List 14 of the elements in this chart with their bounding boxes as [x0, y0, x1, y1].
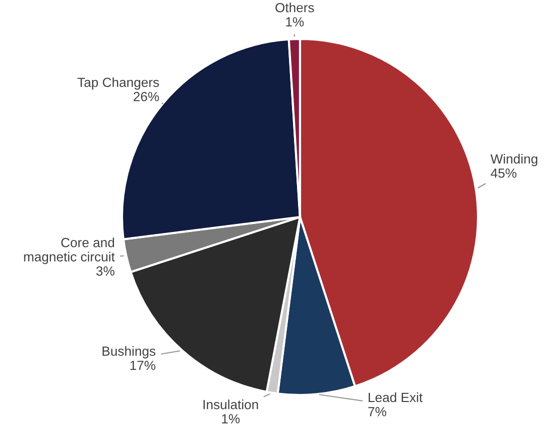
data-label: 1% [286, 17, 304, 26]
data-label: 1% [222, 414, 240, 424]
slice-label: Lead Exit [368, 392, 423, 402]
slice-label: Insulation [204, 400, 258, 410]
data-label: 3% [96, 266, 114, 276]
data-label: 7% [368, 407, 386, 416]
data-label: 17% [130, 360, 156, 370]
data-label: 26% [134, 92, 159, 102]
slice-label: Winding [490, 154, 538, 166]
slice-label: Others [275, 2, 314, 12]
slice-label: Core and magnetic circuit [24, 238, 115, 264]
data-label: 45% [490, 168, 516, 178]
slice-label: Tap Changers [78, 77, 159, 90]
slice-label: Bushings [102, 346, 156, 358]
